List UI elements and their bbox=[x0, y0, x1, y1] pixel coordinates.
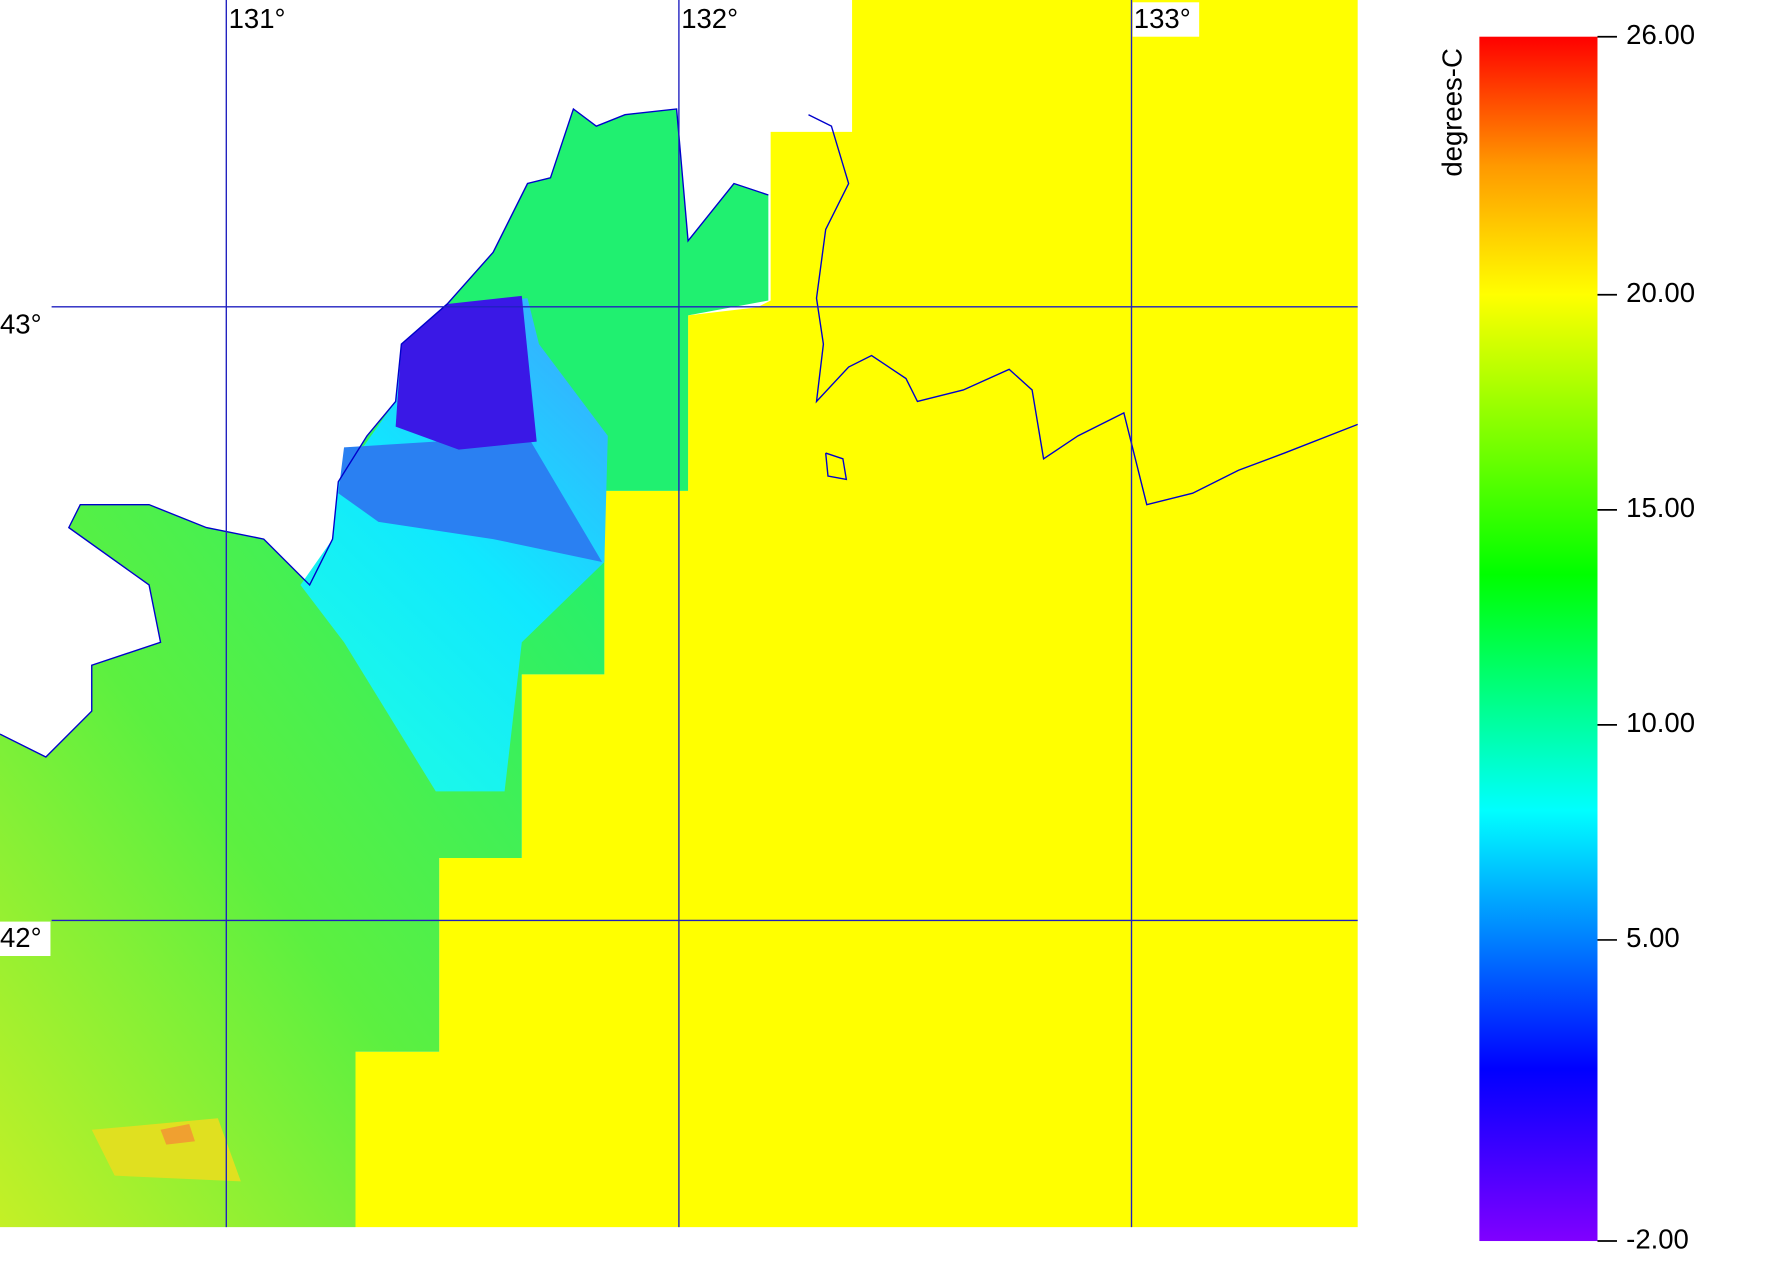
colorbar bbox=[1479, 36, 1598, 1242]
label-background bbox=[0, 921, 51, 957]
colorbar-label: degrees-C bbox=[1436, 48, 1467, 176]
colorbar-tick-label: -2.00 bbox=[1626, 1223, 1689, 1254]
y-tick-label: 42° bbox=[0, 922, 42, 953]
cool-water bbox=[338, 435, 603, 563]
x-tick-label: 133° bbox=[1134, 3, 1191, 34]
graticule-labels: 131° 132° 133° 43° 42° bbox=[0, 2, 1200, 957]
colorbar-tick-label: 10.00 bbox=[1626, 707, 1695, 738]
coastline bbox=[808, 114, 1358, 506]
colorbar-tick-label: 15.00 bbox=[1626, 492, 1695, 523]
label-background bbox=[227, 2, 294, 37]
warm-patch bbox=[160, 1124, 195, 1145]
colorbar-tick-label: 26.00 bbox=[1626, 19, 1695, 50]
y-tick-label: 43° bbox=[0, 309, 42, 340]
x-tick-label: 131° bbox=[229, 3, 286, 34]
coldest-water bbox=[395, 295, 537, 450]
graticule bbox=[51, 0, 1358, 1228]
colorbar-tick-label: 20.00 bbox=[1626, 277, 1695, 308]
warm-patch bbox=[91, 1118, 241, 1182]
colorbar-tick-label: 5.00 bbox=[1626, 922, 1680, 953]
map-area bbox=[0, 0, 1358, 1228]
coastline bbox=[0, 107, 769, 758]
label-background bbox=[0, 307, 51, 343]
coastline bbox=[825, 452, 848, 481]
x-tick-label: 132° bbox=[681, 3, 738, 34]
colorbar-ticks: 26.00 20.00 15.00 10.00 5.00 -2.00 bbox=[1597, 19, 1695, 1254]
label-background bbox=[680, 2, 747, 37]
label-background bbox=[1132, 2, 1200, 37]
